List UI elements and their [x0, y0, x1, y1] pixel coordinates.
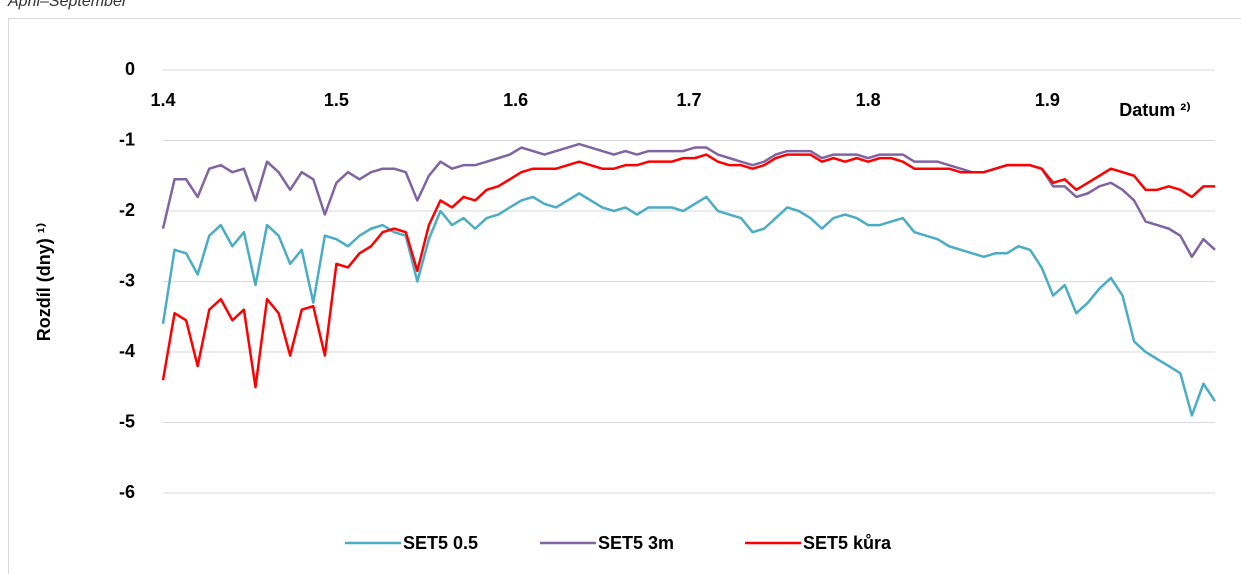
y-tick-label: 0 [125, 59, 135, 79]
y-tick-label: -1 [119, 129, 135, 149]
chart-frame [8, 18, 1241, 574]
x-tick-label: 1.5 [324, 90, 349, 110]
chart-subtitle: April–September [7, 0, 128, 10]
legend-label: SET5 kůra [803, 533, 892, 553]
y-tick-label: -6 [119, 482, 135, 502]
series-line [161, 153, 1215, 389]
series-line [161, 192, 1217, 417]
y-axis-title: Rozdíl (dny) ¹⁾ [34, 223, 54, 341]
y-tick-label: -2 [119, 200, 135, 220]
x-tick-label: 1.7 [676, 90, 701, 110]
y-tick-label: -3 [119, 270, 135, 290]
legend-label: SET5 3m [598, 533, 674, 553]
x-tick-label: 1.4 [150, 90, 175, 110]
y-tick-label: -4 [119, 341, 135, 361]
x-tick-label: 1.6 [503, 90, 528, 110]
x-axis-title: Datum ²⁾ [1119, 100, 1190, 120]
legend-label: SET5 0.5 [403, 533, 478, 553]
y-tick-label: -5 [119, 411, 135, 431]
x-tick-label: 1.9 [1035, 90, 1060, 110]
x-tick-label: 1.8 [856, 90, 881, 110]
